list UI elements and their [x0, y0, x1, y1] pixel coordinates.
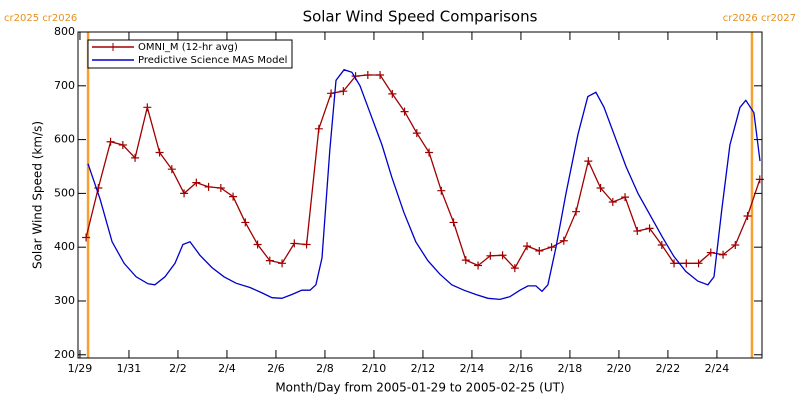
- data-point: [388, 89, 397, 98]
- y-tick-label: 400: [54, 240, 75, 253]
- x-tick-label: 2/14: [460, 362, 485, 375]
- x-tick-label: 2/16: [509, 362, 534, 375]
- data-point: [449, 218, 458, 227]
- data-point: [155, 148, 164, 157]
- y-tick-label: 300: [54, 294, 75, 307]
- y-tick-label: 200: [54, 348, 75, 361]
- data-point: [302, 240, 311, 249]
- data-point: [486, 251, 495, 260]
- data-point: [118, 140, 127, 149]
- x-tick-label: 1/29: [68, 362, 93, 375]
- data-point: [645, 224, 654, 233]
- data-point: [192, 178, 201, 187]
- data-point: [572, 207, 581, 216]
- data-point: [657, 241, 666, 250]
- plot-frame: [77, 31, 763, 359]
- data-point: [229, 192, 238, 201]
- data-point: [253, 240, 262, 249]
- x-tick-label: 2/22: [656, 362, 681, 375]
- data-point: [425, 148, 434, 157]
- data-point: [498, 251, 507, 260]
- rotation-label: cr2025 cr2026: [4, 13, 77, 24]
- data-point: [400, 107, 409, 116]
- data-point: [241, 218, 250, 227]
- data-point: [216, 184, 225, 193]
- data-point: [290, 239, 299, 248]
- data-point: [608, 197, 617, 206]
- data-point: [535, 246, 544, 255]
- legend-label: OMNI_M (12-hr avg): [138, 42, 238, 53]
- x-tick-label: 2/6: [267, 362, 285, 375]
- data-point: [670, 259, 679, 268]
- x-tick-label: 1/31: [117, 362, 142, 375]
- data-point: [363, 71, 372, 80]
- data-point: [278, 259, 287, 268]
- x-tick-label: 2/8: [316, 362, 334, 375]
- rotation-label: cr2026 cr2027: [723, 13, 796, 24]
- data-point: [743, 211, 752, 220]
- data-point: [559, 236, 568, 245]
- data-point: [265, 256, 274, 265]
- y-axis-label: Solar Wind Speed (km/s): [31, 121, 45, 269]
- data-point: [412, 129, 421, 138]
- data-point: [167, 165, 176, 174]
- data-point: [339, 87, 348, 96]
- data-point: [376, 71, 385, 80]
- y-tick-label: 500: [54, 186, 75, 199]
- data-point: [106, 137, 115, 146]
- data-point: [437, 186, 446, 195]
- x-tick-label: 2/10: [362, 362, 387, 375]
- data-point: [180, 189, 189, 198]
- x-tick-label: 2/18: [558, 362, 583, 375]
- data-point: [131, 153, 140, 162]
- data-point: [596, 184, 605, 193]
- data-point: [474, 261, 483, 270]
- y-tick-label: 700: [54, 79, 75, 92]
- x-tick-label: 2/2: [169, 362, 187, 375]
- data-point: [547, 243, 556, 252]
- data-point: [523, 242, 532, 251]
- y-tick-label: 800: [54, 25, 75, 38]
- x-axis-label: Month/Day from 2005-01-29 to 2005-02-25 …: [275, 381, 564, 395]
- data-point: [694, 259, 703, 268]
- x-tick-label: 2/20: [607, 362, 632, 375]
- data-point: [461, 256, 470, 265]
- data-point: [682, 259, 691, 268]
- legend-marker: [109, 43, 117, 51]
- data-point: [719, 250, 728, 259]
- y-tick-label: 600: [54, 133, 75, 146]
- data-point: [731, 241, 740, 250]
- data-point: [621, 193, 630, 202]
- series-line: [87, 68, 761, 301]
- x-tick-label: 2/4: [218, 362, 236, 375]
- data-point: [314, 124, 323, 133]
- data-point: [204, 182, 213, 191]
- legend-label: Predictive Science MAS Model: [138, 55, 287, 66]
- x-tick-label: 2/12: [411, 362, 436, 375]
- data-point: [143, 103, 152, 112]
- data-point: [82, 233, 91, 242]
- x-tick-label: 2/24: [705, 362, 730, 375]
- data-point: [510, 264, 519, 273]
- data-point: [584, 157, 593, 166]
- data-point: [633, 227, 642, 236]
- data-point: [327, 89, 336, 98]
- chart-title: Solar Wind Speed Comparisons: [303, 8, 538, 26]
- legend-box: [87, 39, 293, 69]
- data-point: [706, 248, 715, 257]
